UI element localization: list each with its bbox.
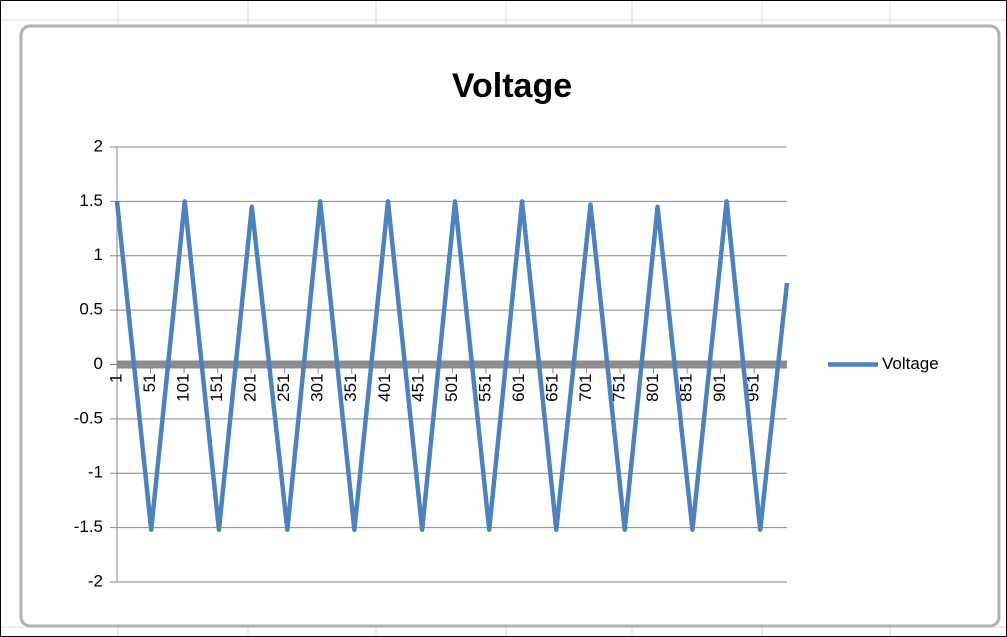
x-tick-label: 201 — [241, 374, 260, 402]
y-tick-label: 1.5 — [79, 191, 103, 210]
x-tick-label: 851 — [677, 374, 696, 402]
y-tick-label: 0.5 — [79, 300, 103, 319]
x-tick-label: 551 — [475, 374, 494, 402]
x-tick-label: 801 — [643, 374, 662, 402]
x-tick-label: 651 — [542, 374, 561, 402]
chart-title: Voltage — [452, 67, 572, 105]
data-line — [114, 199, 790, 533]
x-tick-label: 51 — [140, 374, 159, 393]
legend-label: Voltage — [882, 354, 939, 373]
x-tick-label: 901 — [710, 374, 729, 402]
x-tick-label: 701 — [576, 374, 595, 402]
y-tick-label: 2 — [94, 136, 103, 155]
x-tick-label: 301 — [308, 374, 327, 402]
x-tick-label: 151 — [207, 374, 226, 402]
y-tick-label: -1 — [88, 463, 103, 482]
y-tick-label: -2 — [88, 571, 103, 590]
y-tick-label: -0.5 — [74, 408, 103, 427]
x-tick-label: 351 — [341, 374, 360, 402]
x-tick-label: 601 — [509, 374, 528, 402]
x-tick-label: 451 — [408, 374, 427, 402]
x-tick-label: 501 — [442, 374, 461, 402]
x-tick-label: 751 — [609, 374, 628, 402]
x-tick-label: 251 — [274, 374, 293, 402]
y-tick-label: 1 — [94, 245, 103, 264]
y-tick-label: 0 — [94, 354, 103, 373]
x-tick-label: 401 — [375, 374, 394, 402]
x-tick-label: 1 — [106, 374, 125, 383]
x-tick-label: 101 — [174, 374, 193, 402]
y-tick-label: -1.5 — [74, 517, 103, 536]
